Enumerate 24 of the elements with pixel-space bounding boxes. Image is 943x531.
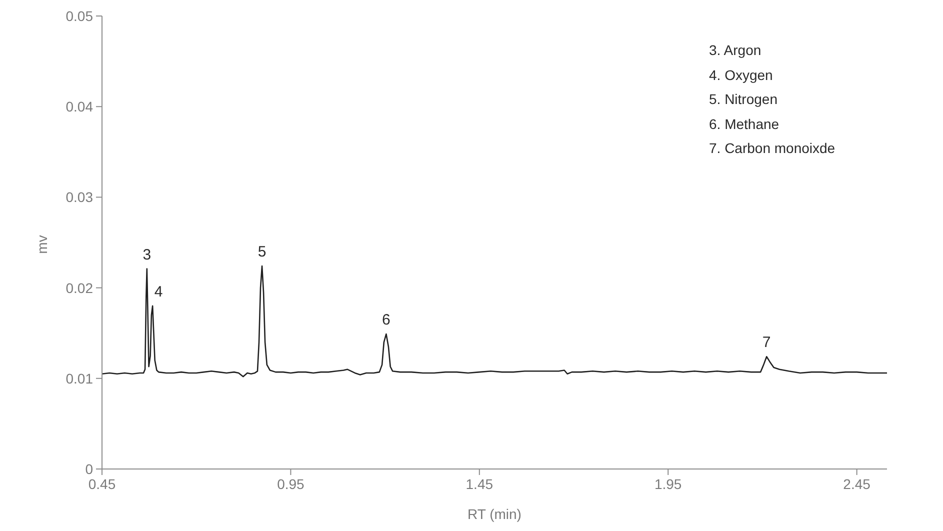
annotation: 7 xyxy=(762,334,771,352)
annotation: 6. Methane xyxy=(709,114,780,134)
annotation: 4 xyxy=(154,283,163,300)
line-series xyxy=(102,265,887,378)
x-tick-label: 0.95 xyxy=(277,476,305,492)
x-tick-label: 1.45 xyxy=(466,476,494,492)
annotation: 7. Carbon monoixde xyxy=(709,139,836,158)
annotation: 4. Oxygen xyxy=(709,66,773,85)
x-axis-title: RT (min) xyxy=(468,506,522,522)
y-tick-label: 0.05 xyxy=(66,8,94,24)
annotation: 6 xyxy=(382,312,390,329)
y-tick-label: 0.01 xyxy=(66,370,94,386)
y-tick-label: 0.04 xyxy=(66,98,94,115)
y-axis-title: mv xyxy=(34,235,50,254)
x-tick-label: 2.45 xyxy=(843,476,871,492)
y-tick-label: 0.03 xyxy=(66,189,94,206)
annotation: 3 xyxy=(142,246,152,264)
annotation: 5 xyxy=(258,244,266,261)
x-tick-label: 0.45 xyxy=(88,476,116,492)
y-tick-label: 0.02 xyxy=(66,280,94,296)
annotation: 5. Nitrogen xyxy=(709,90,778,109)
y-tick-label: 0 xyxy=(85,460,94,477)
annotation: 3. Argon xyxy=(709,41,762,60)
x-tick-label: 1.95 xyxy=(654,476,682,492)
